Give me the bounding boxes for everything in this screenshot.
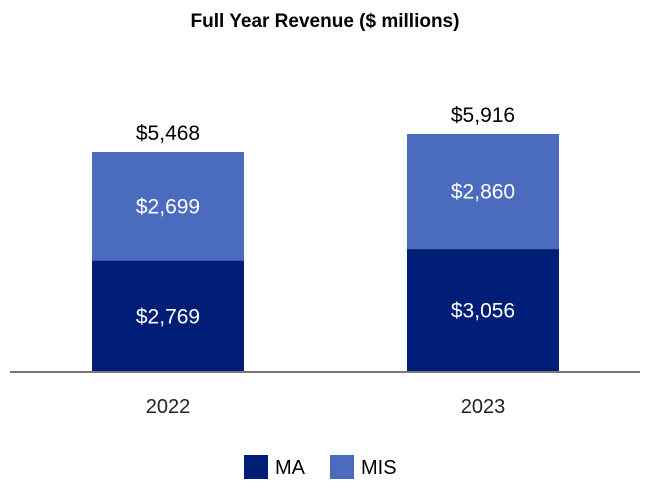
total-label-2023: $5,916 <box>451 104 515 127</box>
bar-ma-2023 <box>407 249 559 372</box>
data-label-mis-2023: $2,860 <box>451 181 515 204</box>
data-label-ma-2023: $3,056 <box>451 300 515 323</box>
x-tick-label-2022: 2022 <box>146 396 191 418</box>
data-label-ma-2022: $2,769 <box>136 305 200 328</box>
chart-title: Full Year Revenue ($ millions) <box>191 11 460 32</box>
data-label-mis-2022: $2,699 <box>136 195 200 218</box>
total-label-2022: $5,468 <box>136 122 200 145</box>
legend-label-mis: MIS <box>361 457 397 479</box>
x-tick-label-2023: 2023 <box>461 396 506 418</box>
legend-swatch-mis <box>330 455 354 479</box>
bar-ma-2022 <box>92 260 244 372</box>
bar-mis-2022 <box>92 152 244 261</box>
legend-label-ma: MA <box>275 457 306 479</box>
legend-swatch-ma <box>244 455 268 479</box>
bar-mis-2023 <box>407 133 559 250</box>
